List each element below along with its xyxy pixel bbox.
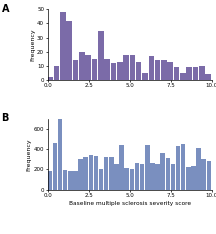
Bar — [117, 62, 122, 80]
Bar — [140, 164, 144, 190]
Bar — [78, 159, 83, 190]
Bar — [206, 161, 211, 190]
Bar — [73, 60, 78, 80]
Bar — [109, 157, 114, 190]
Bar — [205, 74, 211, 80]
Bar — [111, 63, 116, 80]
Bar — [145, 145, 149, 190]
Bar — [193, 67, 198, 80]
Bar — [181, 144, 185, 190]
Bar — [174, 67, 179, 80]
Bar — [54, 66, 59, 80]
Bar — [58, 119, 62, 190]
Bar — [48, 77, 53, 80]
Bar — [119, 145, 124, 190]
Bar — [142, 73, 148, 80]
Bar — [167, 62, 173, 80]
Bar — [104, 59, 110, 80]
Bar — [201, 159, 206, 190]
Bar — [135, 163, 139, 190]
X-axis label: Baseline multiple sclerosis severity score: Baseline multiple sclerosis severity sco… — [68, 201, 191, 206]
Bar — [199, 66, 205, 80]
Bar — [73, 171, 78, 190]
Y-axis label: Frequency: Frequency — [30, 28, 35, 61]
Bar — [161, 60, 167, 80]
Bar — [186, 167, 191, 190]
Bar — [124, 168, 129, 190]
Y-axis label: Frequency: Frequency — [27, 138, 32, 171]
Bar — [63, 170, 67, 190]
Text: B: B — [2, 113, 9, 123]
Bar — [67, 21, 72, 80]
Bar — [53, 143, 57, 190]
Bar — [165, 158, 170, 190]
Bar — [160, 153, 165, 190]
Bar — [180, 73, 186, 80]
Bar — [171, 164, 175, 190]
Bar — [83, 157, 88, 190]
Bar — [176, 146, 180, 190]
Bar — [68, 171, 73, 190]
Bar — [99, 169, 103, 190]
Bar — [89, 155, 93, 190]
Bar — [85, 55, 91, 80]
Bar — [191, 166, 196, 190]
Bar — [123, 55, 129, 80]
Bar — [98, 31, 104, 80]
Bar — [150, 163, 155, 190]
Bar — [60, 12, 66, 80]
Text: A: A — [2, 4, 9, 14]
Bar — [130, 169, 134, 190]
Bar — [149, 56, 154, 80]
Bar — [79, 52, 85, 80]
Bar — [136, 62, 141, 80]
Bar — [155, 164, 160, 190]
Bar — [104, 157, 108, 190]
Bar — [130, 55, 135, 80]
Bar — [48, 171, 52, 190]
Bar — [196, 148, 201, 190]
Bar — [114, 164, 119, 190]
Bar — [94, 156, 98, 190]
Bar — [92, 59, 97, 80]
Bar — [155, 60, 160, 80]
Bar — [186, 67, 192, 80]
